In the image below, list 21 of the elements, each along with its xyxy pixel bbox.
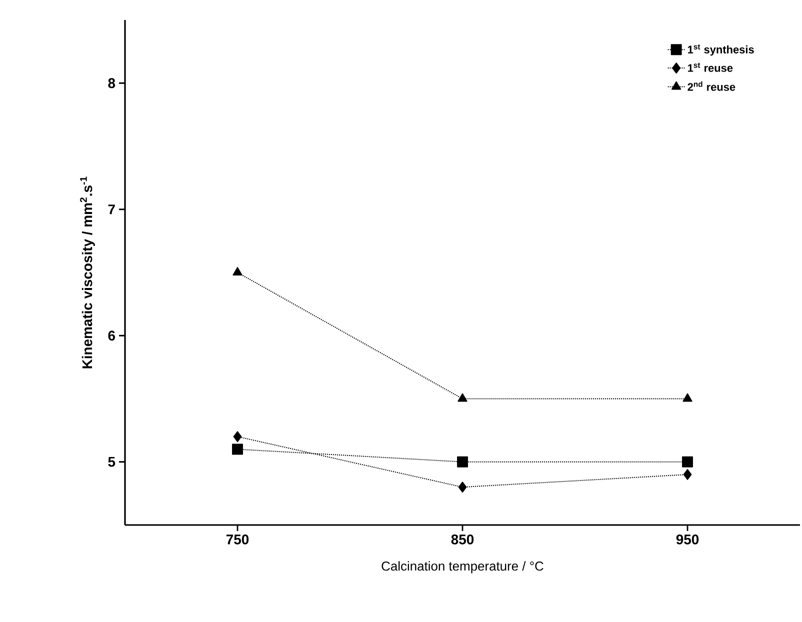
legend-label: 2$^{nd}$ reuse	[688, 81, 736, 91]
x-axis-title: Calcination temperature / °C	[382, 561, 544, 574]
x-tick-label: 750	[226, 534, 249, 544]
y-tick-label: 8	[108, 78, 116, 88]
point	[458, 482, 467, 493]
point	[233, 431, 242, 442]
point	[682, 393, 692, 402]
point	[232, 444, 243, 455]
x-tick-label: 850	[451, 534, 474, 544]
y-tick-label: 7	[108, 204, 115, 214]
y-tick-label: 5	[108, 457, 116, 467]
legend-label: 1$^{st}$ synthesis	[688, 44, 754, 56]
point	[682, 456, 693, 468]
y-tick-label: 6	[108, 330, 115, 341]
point	[457, 456, 468, 468]
legend-label: 1$^{st}$ reuse	[688, 62, 733, 72]
point	[458, 393, 468, 402]
point	[232, 267, 242, 276]
point	[683, 469, 692, 480]
x-tick-label: 950	[676, 534, 699, 544]
y-axis-title: Kinematic viscosity / mm$^{2}$.s$^{-1}$	[80, 176, 95, 368]
